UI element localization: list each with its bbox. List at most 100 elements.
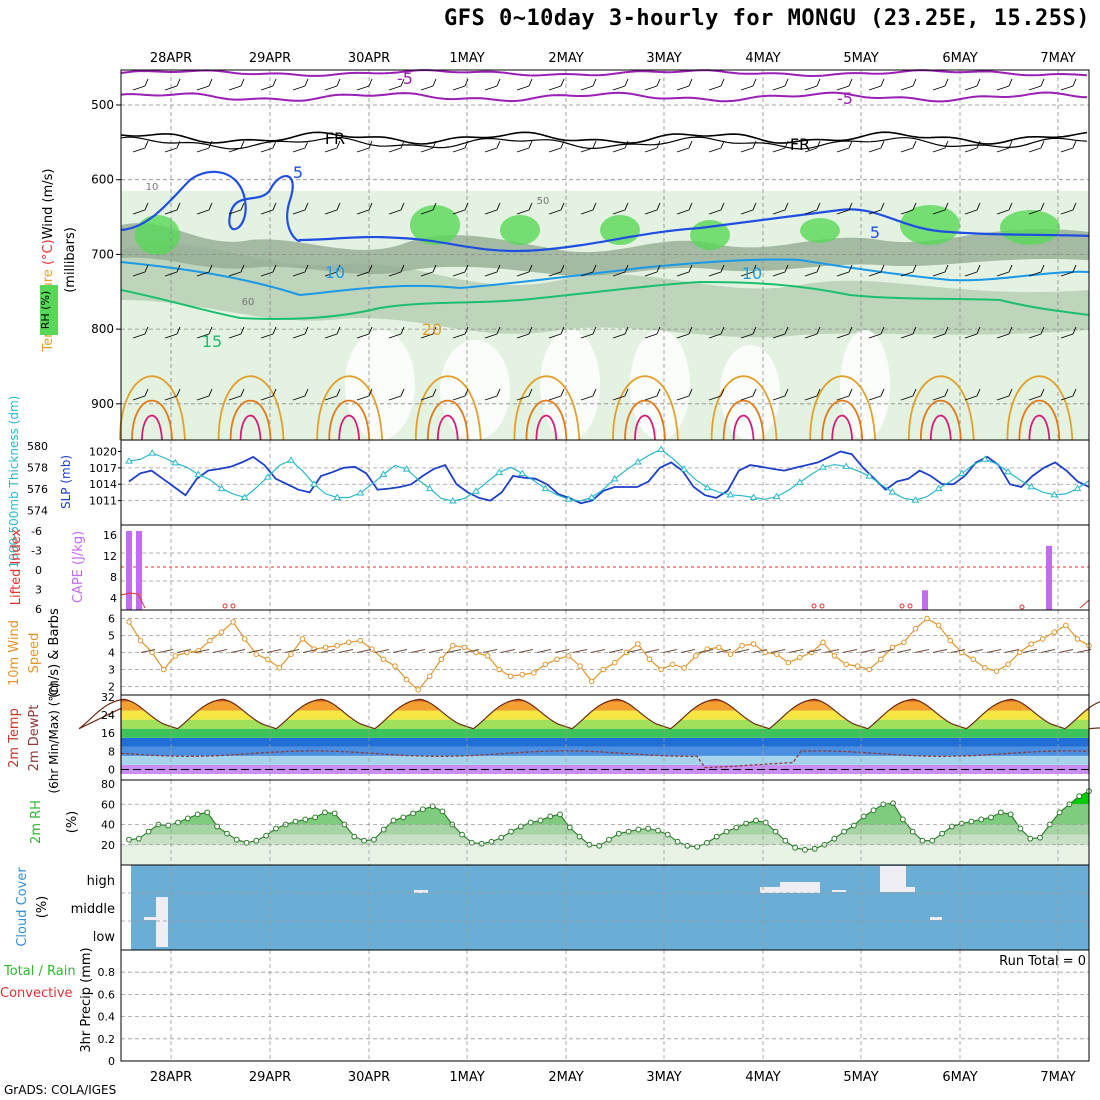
- wind-barb-flag: [784, 140, 789, 149]
- wind-barb: [420, 85, 434, 91]
- thickness-marker: [425, 484, 434, 492]
- wind-barb-flag: [368, 264, 373, 273]
- wind-barb: [1060, 395, 1074, 401]
- rh-marker: [1056, 809, 1063, 816]
- wind-speed-marker: [276, 665, 283, 671]
- wind-speed-marker: [658, 666, 664, 673]
- wind-barb-flag: [688, 140, 693, 149]
- wind-speed-marker: [750, 641, 757, 647]
- wind-speed-marker: [785, 659, 792, 666]
- wind-barb-flag: [368, 326, 373, 335]
- rh-marker: [753, 817, 759, 824]
- wind-barb-flag: [368, 78, 373, 87]
- wind-barb: [196, 395, 210, 401]
- wind-speed-marker: [484, 653, 491, 659]
- isotherm-30: [929, 414, 952, 441]
- wind-barb: [292, 395, 306, 401]
- wind-speed-marker: [889, 644, 896, 651]
- wind-barb: [356, 271, 370, 277]
- wind-barb: [644, 395, 658, 401]
- rh-marker: [792, 844, 799, 851]
- wind-barb-flag: [816, 140, 821, 149]
- wind-speed-marker: [727, 651, 734, 658]
- date-label-top: 5MAY: [843, 51, 878, 66]
- wind-barb: [1028, 333, 1042, 339]
- rh-marker: [184, 815, 191, 822]
- wind-barb-flag: [912, 202, 917, 211]
- temp-ylabel-1: 2m Temp: [7, 708, 22, 768]
- wind-barb: [772, 147, 786, 153]
- wind-barb: [420, 271, 434, 277]
- wind-barb-flag: [464, 326, 469, 335]
- wind-barb-flag: [1040, 388, 1045, 397]
- wind-barb: [516, 85, 530, 91]
- rh-marker: [439, 808, 446, 815]
- surface-wind-barb: [1058, 649, 1074, 653]
- rh-shade-moist: [900, 205, 960, 245]
- cape-tick: 8: [110, 571, 117, 584]
- wind-barb-flag: [1040, 140, 1045, 149]
- wind-barb: [996, 333, 1010, 339]
- wind-speed-marker: [1005, 661, 1011, 668]
- thickness-marker: [1050, 490, 1059, 498]
- wind-barb: [548, 85, 562, 91]
- wind-barb: [324, 209, 338, 215]
- surface-wind-barb: [356, 649, 372, 653]
- rh-marker: [802, 846, 808, 853]
- wind-barb: [516, 333, 530, 339]
- li-marker: [1019, 604, 1025, 610]
- wind-barb-flag: [624, 388, 629, 397]
- wind-speed-marker: [1016, 649, 1023, 656]
- wind-barb: [548, 395, 562, 401]
- contour-label: 60: [242, 297, 255, 308]
- wind-barb: [868, 209, 882, 215]
- isotherm-25: [821, 399, 864, 441]
- ytick-label: 900: [91, 397, 114, 411]
- slp-line: [128, 450, 1090, 505]
- surface-wind-barb: [1004, 649, 1020, 653]
- isotherm-30: [535, 414, 558, 441]
- wind-barb: [644, 209, 658, 215]
- precip-panel-frame: [120, 949, 1090, 1062]
- isotherm-20: [907, 375, 975, 441]
- wind-barb: [580, 147, 594, 153]
- wind-barb-flag: [528, 264, 533, 273]
- wind-barb-flag: [400, 140, 405, 149]
- contour-label: FR: [325, 129, 345, 148]
- wind-barb: [580, 85, 594, 91]
- wind-barb-flag: [1008, 78, 1013, 87]
- wind-barb-flag: [176, 326, 181, 335]
- wind-barb: [772, 209, 786, 215]
- wind-barb: [868, 271, 882, 277]
- wind-barb: [356, 333, 370, 339]
- wind-barb: [932, 271, 946, 277]
- wind-speed-marker: [866, 666, 873, 673]
- rh-marker: [253, 837, 260, 844]
- wind-barb: [388, 85, 402, 91]
- wind-barb: [228, 395, 242, 401]
- wind-barb-flag: [368, 202, 373, 211]
- wind-barb: [708, 333, 722, 339]
- wind-barb: [292, 147, 306, 153]
- wind-barb: [1028, 147, 1042, 153]
- surface-wind-barb: [302, 649, 318, 653]
- rh-marker: [615, 830, 622, 837]
- wind-barb-flag: [432, 326, 437, 335]
- rh-shade-dark: [121, 223, 1089, 276]
- thickness-marker: [240, 493, 249, 500]
- thickness-marker: [657, 445, 665, 453]
- cape-ylabel: CAPE (J/kg): [71, 531, 86, 603]
- wind-speed-marker: [403, 676, 410, 683]
- rh-marker: [508, 828, 514, 835]
- rh-marker: [390, 817, 397, 824]
- cape-bar: [136, 531, 142, 610]
- rh-marker: [919, 837, 926, 844]
- rh-marker: [645, 825, 652, 832]
- wind-barb: [516, 147, 530, 153]
- rh-marker: [547, 813, 554, 820]
- rh-marker: [625, 828, 632, 835]
- wind-barb: [132, 85, 146, 91]
- wind-barb-flag: [208, 202, 213, 211]
- wind-speed-marker: [160, 666, 167, 673]
